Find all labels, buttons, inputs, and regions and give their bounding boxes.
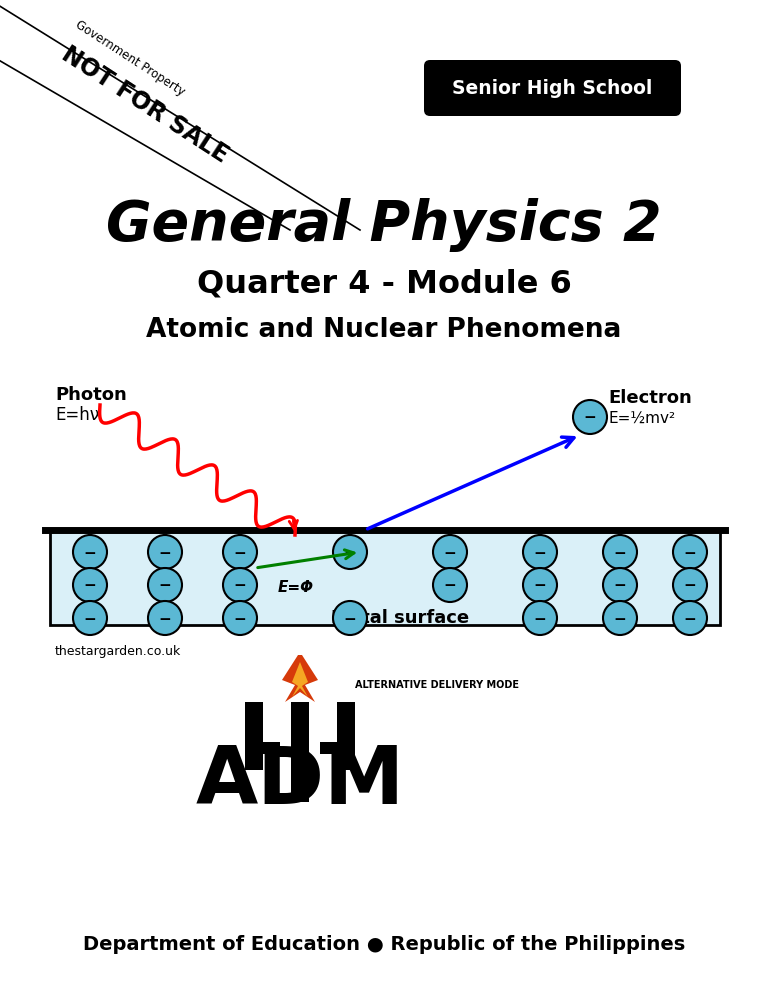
- Circle shape: [603, 568, 637, 602]
- Circle shape: [223, 601, 257, 635]
- Bar: [50, 530, 720, 625]
- Text: −: −: [534, 546, 546, 561]
- Text: NOT FOR SALE: NOT FOR SALE: [58, 43, 233, 168]
- Circle shape: [433, 535, 467, 569]
- Text: Senior High School: Senior High School: [452, 80, 653, 98]
- FancyBboxPatch shape: [424, 60, 681, 116]
- Text: Photon: Photon: [55, 386, 127, 404]
- Text: −: −: [444, 546, 456, 561]
- Text: ADM: ADM: [195, 743, 405, 821]
- Bar: [291, 702, 309, 802]
- Bar: [337, 702, 355, 770]
- Text: −: −: [84, 611, 96, 626]
- Polygon shape: [292, 662, 308, 697]
- Text: E=Φ: E=Φ: [278, 580, 314, 595]
- Circle shape: [73, 535, 107, 569]
- Bar: [320, 742, 355, 754]
- Bar: [245, 742, 280, 754]
- Bar: [245, 702, 263, 770]
- Text: −: −: [684, 546, 697, 561]
- Text: −: −: [233, 611, 247, 626]
- Text: −: −: [159, 611, 171, 626]
- Circle shape: [573, 400, 607, 434]
- Circle shape: [603, 601, 637, 635]
- Text: −: −: [614, 546, 627, 561]
- Circle shape: [148, 601, 182, 635]
- Circle shape: [523, 568, 557, 602]
- Circle shape: [333, 601, 367, 635]
- Text: −: −: [233, 546, 247, 561]
- Circle shape: [73, 601, 107, 635]
- Circle shape: [333, 535, 367, 569]
- Circle shape: [673, 568, 707, 602]
- Text: General Physics 2: General Physics 2: [106, 198, 662, 252]
- Circle shape: [148, 535, 182, 569]
- Circle shape: [523, 535, 557, 569]
- Text: thestargarden.co.uk: thestargarden.co.uk: [55, 645, 181, 658]
- Circle shape: [73, 568, 107, 602]
- Text: −: −: [159, 546, 171, 561]
- Text: Quarter 4 - Module 6: Quarter 4 - Module 6: [197, 268, 571, 299]
- Text: −: −: [343, 611, 356, 626]
- Text: −: −: [534, 579, 546, 593]
- Text: −: −: [444, 579, 456, 593]
- Text: −: −: [614, 611, 627, 626]
- Text: −: −: [534, 611, 546, 626]
- Circle shape: [603, 535, 637, 569]
- Text: E=½mv²: E=½mv²: [608, 411, 675, 425]
- Circle shape: [223, 535, 257, 569]
- Text: −: −: [684, 611, 697, 626]
- Circle shape: [148, 568, 182, 602]
- Text: −: −: [233, 579, 247, 593]
- Text: Atomic and Nuclear Phenomena: Atomic and Nuclear Phenomena: [147, 317, 621, 343]
- Text: ALTERNATIVE DELIVERY MODE: ALTERNATIVE DELIVERY MODE: [355, 680, 519, 690]
- Circle shape: [433, 568, 467, 602]
- Text: −: −: [614, 579, 627, 593]
- Text: Metal surface: Metal surface: [331, 609, 469, 627]
- Text: −: −: [584, 411, 597, 425]
- Circle shape: [223, 568, 257, 602]
- Polygon shape: [282, 655, 318, 702]
- Text: E=hν: E=hν: [55, 406, 99, 424]
- Circle shape: [673, 535, 707, 569]
- Text: −: −: [84, 579, 96, 593]
- Text: −: −: [684, 579, 697, 593]
- Text: Department of Education ● Republic of the Philippines: Department of Education ● Republic of th…: [83, 935, 685, 954]
- Text: −: −: [159, 579, 171, 593]
- Text: −: −: [84, 546, 96, 561]
- Text: −: −: [343, 546, 356, 561]
- Circle shape: [673, 601, 707, 635]
- Circle shape: [523, 601, 557, 635]
- Text: Government Property: Government Property: [73, 18, 187, 98]
- Text: Electron: Electron: [608, 389, 692, 407]
